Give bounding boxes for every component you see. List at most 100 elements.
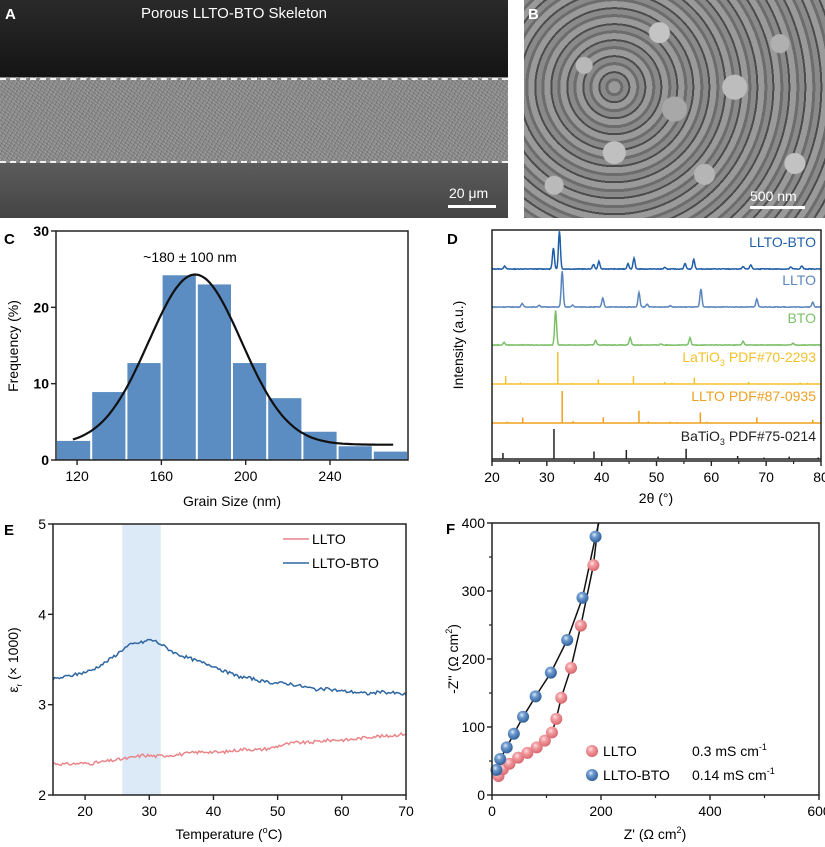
gaussian-fit-curve [72,273,394,446]
trace-label: BaTiO3 PDF#75-0214 [681,428,816,447]
panel-a-title: Porous LLTO-BTO Skeleton [141,5,327,22]
e-x-tick-label: 70 [398,803,414,819]
d-x-tick-label: 60 [704,469,720,485]
impedance-point-llto [587,559,600,572]
legend-label-llto-bto: LLTO-BTO [312,555,379,571]
impedance-point-llto-bto [561,633,574,646]
impedance-point-llto [503,757,516,770]
x-axis-label-f: Z' (Ω cm2) [624,825,686,842]
shaded-temperature-band [122,524,161,795]
legend-label-llto-bto: LLTO-BTO [603,767,670,783]
f-y-tick-label: 200 [462,651,486,667]
panel-letter-b: B [528,6,539,23]
legend-label-llto: LLTO [312,531,346,547]
d-x-tick-label: 80 [813,469,825,485]
e-y-tick-label: 5 [38,516,46,532]
xrd-trace-llto [492,271,822,309]
e-y-tick-label: 3 [38,697,46,713]
scale-bar-b [750,206,805,209]
fit-annotation: ~180 ± 100 nm [143,249,237,265]
impedance-point-llto-bto [490,763,503,776]
panel-a-sem-cross-section: A Porous LLTO-BTO Skeleton 20 μm [0,0,508,218]
panel-letter-a: A [5,6,16,23]
legend-marker-llto-bto [586,769,598,781]
legend-conductivity-llto-bto: 0.14 mS cm-1 [692,766,775,783]
histogram-bar [57,440,91,460]
histogram-bar [162,275,196,460]
impedance-point-llto-bto [494,752,507,765]
legend-conductivity-llto: 0.3 mS cm-1 [692,742,767,759]
plot-frame-e [52,523,407,796]
c-x-tick-label: 240 [318,468,342,484]
y-axis-label-e: εr (× 1000) [5,627,24,692]
panel-e-permittivity: E 20 30 40 50 60 70 2 3 4 5 LLTO LLTO-BTO Tempera… [4,516,414,842]
top-boundary-dash [0,78,508,80]
y-axis-label-c: Frequency (%) [5,300,21,392]
trace-label: LLTO [782,272,816,288]
histogram-bar [233,363,267,460]
c-x-tick-label: 160 [150,468,174,484]
e-x-tick-label: 20 [77,803,93,819]
impedance-point-llto-bto [500,741,513,754]
panel-letter-e: E [4,522,14,539]
panel-letter-f: F [446,521,455,538]
panel-f-impedance: F 0 200 400 600 0 100 200 300 400 LLTO 0.3 mS cm… [444,515,825,842]
legend-f: LLTO 0.3 mS cm-1 LLTO-BTO 0.14 mS cm-1 [586,742,775,783]
impedance-point-llto [565,661,578,674]
panel-d-xrd: D 20 30 40 50 60 70 80 LLTO-BTO LLTO BTO LaTiO3 P… [447,229,825,506]
plot-frame-f [491,522,820,796]
x-axis-label-d: 2θ (°) [639,490,673,506]
trace-label: LaTiO3 PDF#70-2293 [682,349,816,368]
c-y-tick-label: 20 [33,299,49,315]
histogram-bar [127,363,161,460]
c-y-tick-label: 10 [33,376,49,392]
impedance-point-llto [555,691,568,704]
impedance-point-llto-bto [589,530,602,543]
f-x-tick-label: 0 [488,803,496,819]
f-y-tick-label: 400 [462,515,486,531]
panel-c-histogram: C 120 160 200 240 0 10 20 30 ~180 ± 100 nm Grai… [4,223,409,509]
sem-substrate [0,163,508,218]
porous-skeleton-layer [0,77,508,163]
e-x-tick-label: 30 [141,803,157,819]
plot-frame-c [55,230,409,461]
f-y-tick-label: 300 [462,583,486,599]
impedance-point-llto-bto [517,710,530,723]
impedance-point-llto [538,734,551,747]
xrd-trace-bto [491,310,821,347]
impedance-point-llto [545,726,558,739]
sem-background-top [0,0,508,77]
trace-label: LLTO-BTO [749,234,816,250]
scale-bar-a [448,205,496,208]
histogram-bar [373,451,407,460]
e-x-tick-label: 50 [270,803,286,819]
f-x-tick-label: 200 [589,803,613,819]
impedance-point-llto-bto [576,591,589,604]
bottom-boundary-dash [0,161,508,163]
trace-label: LLTO PDF#87-0935 [691,388,816,404]
scale-bar-label-a: 20 μm [449,185,489,201]
d-x-tick-label: 20 [484,469,500,485]
e-x-tick-label: 40 [206,803,222,819]
impedance-point-llto [512,751,525,764]
f-y-tick-label: 100 [462,719,486,735]
c-x-tick-label: 120 [65,468,89,484]
y-axis-label-d: Intensity (a.u.) [450,301,466,390]
c-y-tick-label: 0 [41,452,49,468]
trace-label: BTO [787,310,816,326]
panel-letter-d: D [447,231,458,248]
d-x-tick-label: 50 [649,469,665,485]
scale-bar-label-b: 500 nm [750,188,797,204]
f-x-tick-label: 600 [807,803,825,819]
impedance-point-llto [521,746,534,759]
permittivity-line-llto [52,731,407,767]
f-x-tick-label: 400 [698,803,722,819]
impedance-point-llto-bto [507,727,520,740]
panel-letter-c: C [4,231,15,248]
y-axis-label-f: -Z'' (Ω cm2) [444,624,461,694]
e-x-tick-label: 60 [334,803,350,819]
histogram-bar [338,446,372,460]
impedance-point-llto [550,712,563,725]
e-y-tick-label: 4 [38,606,46,622]
x-axis-label-e: Temperature (oC) [176,825,283,842]
